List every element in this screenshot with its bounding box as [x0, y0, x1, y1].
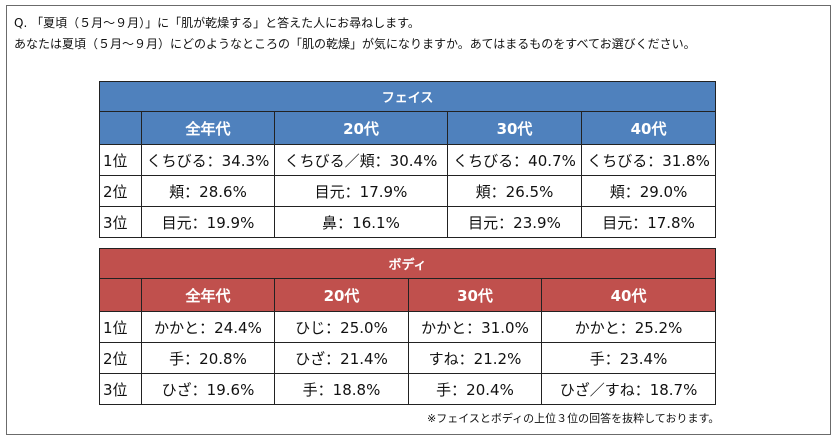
face-row-rank-2: 2位 頬：28.6% 目元：17.9% 頬：26.5% 頬：29.0%	[99, 175, 717, 207]
body-corner-cell	[99, 278, 142, 312]
body-col-30s: 30代	[408, 278, 542, 312]
table-cell: すね：21.2%	[408, 342, 542, 374]
table-cell: 手：20.4%	[408, 373, 542, 405]
table-cell: 手：20.8%	[141, 342, 275, 374]
face-col-20s: 20代	[274, 111, 448, 145]
table-cell: ひざ／すね：18.7%	[540, 373, 717, 405]
table-cell: かかと：24.4%	[141, 311, 275, 343]
table-cell: ひざ：19.6%	[141, 373, 275, 405]
body-col-all-ages: 全年代	[141, 278, 275, 312]
face-table: フェイス 全年代 20代 30代 40代 1位 くちびる：34.3% くちびる／…	[98, 81, 717, 238]
table-cell: 頬：28.6%	[141, 175, 275, 207]
table-cell: くちびる：40.7%	[447, 144, 582, 176]
face-col-all-ages: 全年代	[141, 111, 275, 145]
table-cell: かかと：25.2%	[540, 311, 717, 343]
body-col-20s: 20代	[274, 278, 409, 312]
body-row-rank-1: 1位 かかと：24.4% ひじ：25.0% かかと：31.0% かかと：25.2…	[99, 311, 717, 343]
content-frame	[6, 5, 831, 435]
table-cell: くちびる：31.8%	[580, 144, 717, 176]
face-col-40s: 40代	[580, 111, 717, 145]
face-row-rank-3: 3位 目元：19.9% 鼻：16.1% 目元：23.9% 目元：17.8%	[99, 206, 717, 238]
table-cell: 頬：26.5%	[447, 175, 582, 207]
rank-label: 2位	[99, 175, 142, 207]
face-table-title: フェイス	[98, 81, 717, 112]
footnote: ※フェイスとボディの上位３位の回答を抜粋しております。	[427, 412, 720, 425]
face-row-rank-1: 1位 くちびる：34.3% くちびる／頬：30.4% くちびる：40.7% くち…	[99, 144, 717, 176]
body-row-rank-3: 3位 ひざ：19.6% 手：18.8% 手：20.4% ひざ／すね：18.7%	[99, 373, 717, 405]
table-cell: 目元：19.9%	[141, 206, 275, 238]
rank-label: 3位	[99, 373, 142, 405]
table-cell: 目元：23.9%	[447, 206, 582, 238]
face-corner-cell	[99, 111, 142, 145]
table-cell: ひざ：21.4%	[274, 342, 409, 374]
rank-label: 2位	[99, 342, 142, 374]
table-cell: 鼻：16.1%	[274, 206, 448, 238]
question-line-2: あなたは夏頃（５月～９月）にどのようなところの「肌の乾燥」が気になりますか。あて…	[14, 37, 696, 51]
table-cell: 目元：17.9%	[274, 175, 448, 207]
table-cell: 手：23.4%	[540, 342, 717, 374]
table-cell: くちびる：34.3%	[141, 144, 275, 176]
body-table-title: ボディ	[98, 248, 717, 279]
body-table: ボディ 全年代 20代 30代 40代 1位 かかと：24.4% ひじ：25.0…	[98, 248, 717, 405]
question-line-1: Q. 「夏頃（５月～９月）」に「肌が乾燥する」と答えた人にお尋ねします。	[14, 16, 420, 30]
table-cell: かかと：31.0%	[408, 311, 542, 343]
body-row-rank-2: 2位 手：20.8% ひざ：21.4% すね：21.2% 手：23.4%	[99, 342, 717, 374]
table-cell: 頬：29.0%	[580, 175, 717, 207]
rank-label: 1位	[99, 311, 142, 343]
body-col-40s: 40代	[540, 278, 717, 312]
face-col-30s: 30代	[447, 111, 582, 145]
table-cell: 目元：17.8%	[580, 206, 717, 238]
rank-label: 3位	[99, 206, 142, 238]
table-cell: ひじ：25.0%	[274, 311, 409, 343]
rank-label: 1位	[99, 144, 142, 176]
table-cell: 手：18.8%	[274, 373, 409, 405]
table-cell: くちびる／頬：30.4%	[274, 144, 448, 176]
